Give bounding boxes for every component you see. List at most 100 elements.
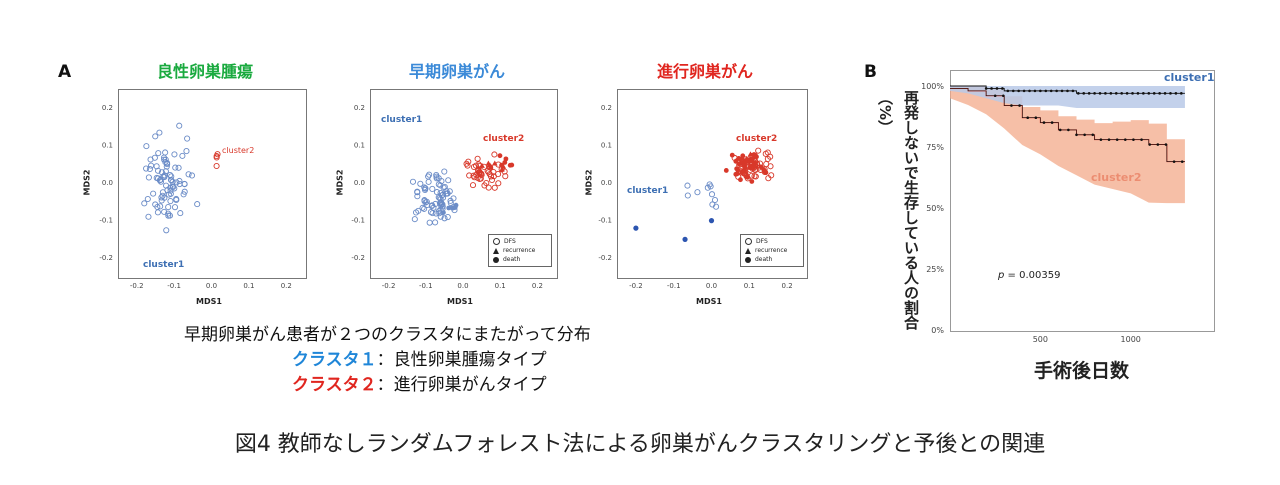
x-tick-label: -0.1	[419, 282, 433, 290]
cluster2-censor-mark	[993, 94, 997, 98]
x-tick-label: -0.2	[629, 282, 643, 290]
cluster2-point	[503, 156, 509, 162]
x-tick-label: -0.1	[667, 282, 681, 290]
cluster1-censor-mark	[1017, 89, 1020, 93]
cluster1-censor-mark	[1152, 92, 1156, 95]
cluster1-point	[180, 191, 187, 198]
y-tick-label: -0.2	[99, 254, 113, 262]
x-tick-label: 0.2	[782, 282, 793, 290]
cluster1-point	[433, 172, 440, 179]
cluster1-point	[694, 189, 701, 196]
cluster1-point	[411, 216, 418, 223]
cluster1-point	[169, 178, 176, 185]
cluster2-point	[763, 170, 769, 176]
cluster1-point	[158, 194, 165, 201]
cluster1-point	[433, 189, 441, 196]
cluster1-point	[437, 200, 444, 207]
cluster1-point	[412, 209, 420, 216]
cluster1-point	[172, 164, 179, 171]
x-tick-label: -0.2	[130, 282, 144, 290]
y-tick-label: -0.2	[598, 254, 612, 262]
cluster1-point	[147, 156, 154, 163]
cluster1-point	[441, 210, 446, 216]
cluster2-point	[485, 184, 492, 191]
cluster1-point	[152, 133, 159, 140]
cluster1-point	[161, 208, 168, 215]
cluster1-censor-mark	[1066, 89, 1069, 93]
y-tick-label: 0.0	[102, 179, 113, 187]
cluster2-point	[499, 166, 505, 172]
cluster2-point	[487, 164, 494, 170]
cluster1-censor-mark	[1158, 92, 1161, 95]
cluster2-point	[509, 162, 515, 168]
cluster2-censor-mark	[1148, 143, 1151, 146]
cluster2-censor-mark	[1058, 128, 1062, 132]
cluster1-censor-mark	[1006, 89, 1010, 93]
cluster1-censor-mark	[1082, 92, 1086, 95]
cluster2-point	[213, 154, 220, 161]
cluster1-censor-mark	[1169, 92, 1172, 95]
cluster1-point	[175, 164, 182, 171]
cluster2-point	[488, 176, 496, 184]
pvalue-text: = 0.00359	[1004, 270, 1061, 281]
cluster1-point	[708, 191, 716, 198]
cluster2-point	[470, 172, 477, 179]
cluster1-censor-mark	[1033, 89, 1037, 93]
cluster2-censor-mark	[1075, 133, 1078, 137]
km-x-tick-label: 1000	[1121, 335, 1141, 344]
cluster2-censor-mark	[1050, 121, 1054, 124]
cluster1-censor-mark	[1136, 92, 1140, 95]
summary-line3: クラスタ２：進行卵巣がんタイプ	[292, 370, 547, 395]
cluster1-point	[423, 198, 430, 205]
cluster1-point	[427, 209, 435, 216]
y-tick-label: 0.0	[354, 179, 365, 187]
cluster1-point	[704, 184, 711, 191]
cluster1-point	[435, 181, 442, 188]
cluster1-point	[169, 183, 176, 190]
cluster1-point	[166, 212, 173, 219]
x-tick-label: 0.2	[281, 282, 292, 290]
plot3-xlabel: MDS1	[696, 297, 722, 306]
cluster1-point	[155, 150, 162, 157]
cluster1-point	[684, 192, 691, 199]
cluster1-point	[437, 196, 444, 203]
cluster1-censor-mark	[1011, 89, 1015, 93]
cluster1-point	[432, 219, 439, 226]
cluster1-point	[165, 204, 172, 211]
plot3-cluster1-label: cluster1	[627, 186, 669, 196]
cluster1-point	[161, 174, 168, 181]
cluster1-point	[438, 202, 445, 209]
cluster1-point	[426, 171, 433, 178]
cluster2-point	[764, 155, 771, 162]
cluster1-point	[708, 218, 715, 224]
x-tick-label: 0.0	[706, 282, 717, 290]
cluster1-point	[165, 191, 172, 198]
plot2-cluster1-label: cluster1	[381, 115, 423, 125]
cluster1-point	[682, 236, 688, 242]
cluster1-point	[450, 195, 457, 202]
cluster1-point	[707, 183, 714, 190]
cluster2-censor-mark	[1034, 116, 1038, 120]
cluster1-point	[145, 213, 152, 220]
cluster1-point	[171, 204, 179, 211]
cluster2-point	[213, 162, 220, 170]
cluster1-point	[144, 195, 151, 203]
pvalue-symbol: p	[998, 270, 1005, 281]
cluster1-point	[421, 186, 429, 194]
legend-death: death	[755, 256, 773, 263]
legend-death: death	[503, 256, 521, 263]
x-tick-label: -0.2	[382, 282, 396, 290]
cluster2-point	[744, 172, 750, 178]
cluster2-point	[495, 180, 502, 187]
cluster1-point	[162, 149, 169, 156]
figure-caption: 図4 教師なしランダムフォレスト法による卵巣がんクラスタリングと予後との関連	[234, 432, 1046, 457]
plot2-xlabel: MDS1	[447, 297, 473, 306]
cluster2-point	[491, 160, 498, 166]
plot3-cluster2-label: cluster2	[736, 134, 778, 144]
cluster2-point	[214, 151, 221, 158]
cluster1-censor-mark	[1071, 89, 1075, 93]
cluster2-point	[738, 177, 743, 183]
cluster2-censor-mark	[1132, 138, 1135, 141]
cluster1-point	[173, 195, 180, 203]
